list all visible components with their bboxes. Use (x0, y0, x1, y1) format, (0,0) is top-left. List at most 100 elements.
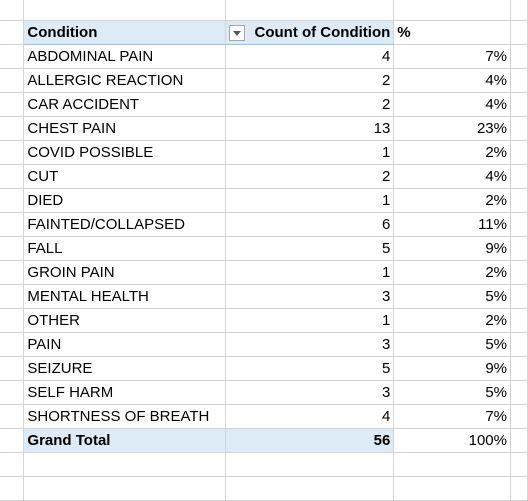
cell[interactable] (393, 0, 511, 21)
percent-cell[interactable]: 2% (393, 140, 511, 165)
percent-cell[interactable]: 4% (393, 92, 511, 117)
condition-cell[interactable]: SEIZURE (23, 356, 227, 381)
dropdown-arrow-icon[interactable] (229, 25, 246, 41)
cell[interactable] (0, 236, 25, 261)
percent-cell[interactable]: 2% (393, 188, 511, 213)
cell[interactable] (510, 260, 528, 285)
cell[interactable] (510, 284, 528, 309)
cell[interactable] (23, 0, 227, 21)
cell[interactable] (510, 308, 528, 333)
cell[interactable] (0, 452, 25, 477)
cell[interactable] (510, 428, 528, 453)
grand-total-percent[interactable]: 100% (393, 428, 511, 453)
percent-cell[interactable]: 7% (393, 44, 511, 69)
condition-cell[interactable]: CHEST PAIN (23, 116, 227, 141)
condition-cell[interactable]: FAINTED/COLLAPSED (23, 212, 227, 237)
cell[interactable] (0, 44, 25, 69)
condition-cell[interactable]: ALLERGIC REACTION (23, 68, 227, 93)
condition-cell[interactable]: FALL (23, 236, 227, 261)
condition-cell[interactable]: PAIN (23, 332, 227, 357)
condition-cell[interactable]: SELF HARM (23, 380, 227, 405)
count-cell[interactable]: 6 (225, 212, 395, 237)
cell[interactable] (510, 212, 528, 237)
cell[interactable] (510, 404, 528, 429)
count-cell[interactable]: 5 (225, 356, 395, 381)
count-cell[interactable]: 4 (225, 44, 395, 69)
cell[interactable] (0, 0, 25, 21)
cell[interactable] (510, 20, 528, 45)
percent-header-cell[interactable]: % (393, 20, 511, 45)
percent-cell[interactable]: 7% (393, 404, 511, 429)
cell[interactable] (0, 332, 25, 357)
percent-cell[interactable]: 2% (393, 260, 511, 285)
count-header-cell[interactable]: Count of Condition (225, 20, 395, 45)
cell[interactable] (393, 452, 511, 477)
cell[interactable] (510, 188, 528, 213)
cell[interactable] (225, 452, 395, 477)
count-cell[interactable]: 13 (225, 116, 395, 141)
cell[interactable] (510, 116, 528, 141)
count-cell[interactable]: 3 (225, 332, 395, 357)
cell[interactable] (225, 0, 395, 21)
condition-cell[interactable]: CUT (23, 164, 227, 189)
count-cell[interactable]: 3 (225, 284, 395, 309)
cell[interactable] (0, 92, 25, 117)
cell[interactable] (0, 140, 25, 165)
percent-cell[interactable]: 4% (393, 164, 511, 189)
condition-cell[interactable]: MENTAL HEALTH (23, 284, 227, 309)
cell[interactable] (0, 68, 25, 93)
cell[interactable] (0, 20, 25, 45)
count-cell[interactable]: 2 (225, 92, 395, 117)
cell[interactable] (0, 356, 25, 381)
cell[interactable] (0, 284, 25, 309)
cell[interactable] (510, 68, 528, 93)
count-cell[interactable]: 5 (225, 236, 395, 261)
cell[interactable] (510, 164, 528, 189)
condition-header-cell[interactable]: Condition (23, 20, 227, 45)
cell[interactable] (0, 260, 25, 285)
condition-cell[interactable]: ABDOMINAL PAIN (23, 44, 227, 69)
cell[interactable] (510, 236, 528, 261)
count-cell[interactable]: 3 (225, 380, 395, 405)
condition-cell[interactable]: SHORTNESS OF BREATH (23, 404, 227, 429)
cell[interactable] (393, 476, 511, 501)
count-cell[interactable]: 4 (225, 404, 395, 429)
percent-cell[interactable]: 5% (393, 284, 511, 309)
count-cell[interactable]: 1 (225, 260, 395, 285)
cell[interactable] (0, 476, 25, 501)
percent-cell[interactable]: 9% (393, 236, 511, 261)
cell[interactable] (0, 428, 25, 453)
percent-cell[interactable]: 23% (393, 116, 511, 141)
cell[interactable] (510, 332, 528, 357)
percent-cell[interactable]: 4% (393, 68, 511, 93)
cell[interactable] (510, 44, 528, 69)
condition-cell[interactable]: GROIN PAIN (23, 260, 227, 285)
count-cell[interactable]: 1 (225, 140, 395, 165)
cell[interactable] (0, 404, 25, 429)
cell[interactable] (225, 476, 395, 501)
cell[interactable] (0, 188, 25, 213)
cell[interactable] (510, 92, 528, 117)
count-cell[interactable]: 2 (225, 68, 395, 93)
cell[interactable] (23, 476, 227, 501)
cell[interactable] (510, 0, 528, 21)
cell[interactable] (0, 380, 25, 405)
count-cell[interactable]: 1 (225, 308, 395, 333)
cell[interactable] (0, 212, 25, 237)
cell[interactable] (0, 116, 25, 141)
cell[interactable] (510, 356, 528, 381)
percent-cell[interactable]: 5% (393, 332, 511, 357)
cell[interactable] (510, 380, 528, 405)
cell[interactable] (0, 308, 25, 333)
condition-cell[interactable]: COVID POSSIBLE (23, 140, 227, 165)
cell[interactable] (510, 452, 528, 477)
count-cell[interactable]: 1 (225, 188, 395, 213)
grand-total-label[interactable]: Grand Total (23, 428, 227, 453)
condition-cell[interactable]: OTHER (23, 308, 227, 333)
percent-cell[interactable]: 5% (393, 380, 511, 405)
cell[interactable] (0, 164, 25, 189)
percent-cell[interactable]: 2% (393, 308, 511, 333)
count-cell[interactable]: 2 (225, 164, 395, 189)
cell[interactable] (510, 476, 528, 501)
cell[interactable] (23, 452, 227, 477)
